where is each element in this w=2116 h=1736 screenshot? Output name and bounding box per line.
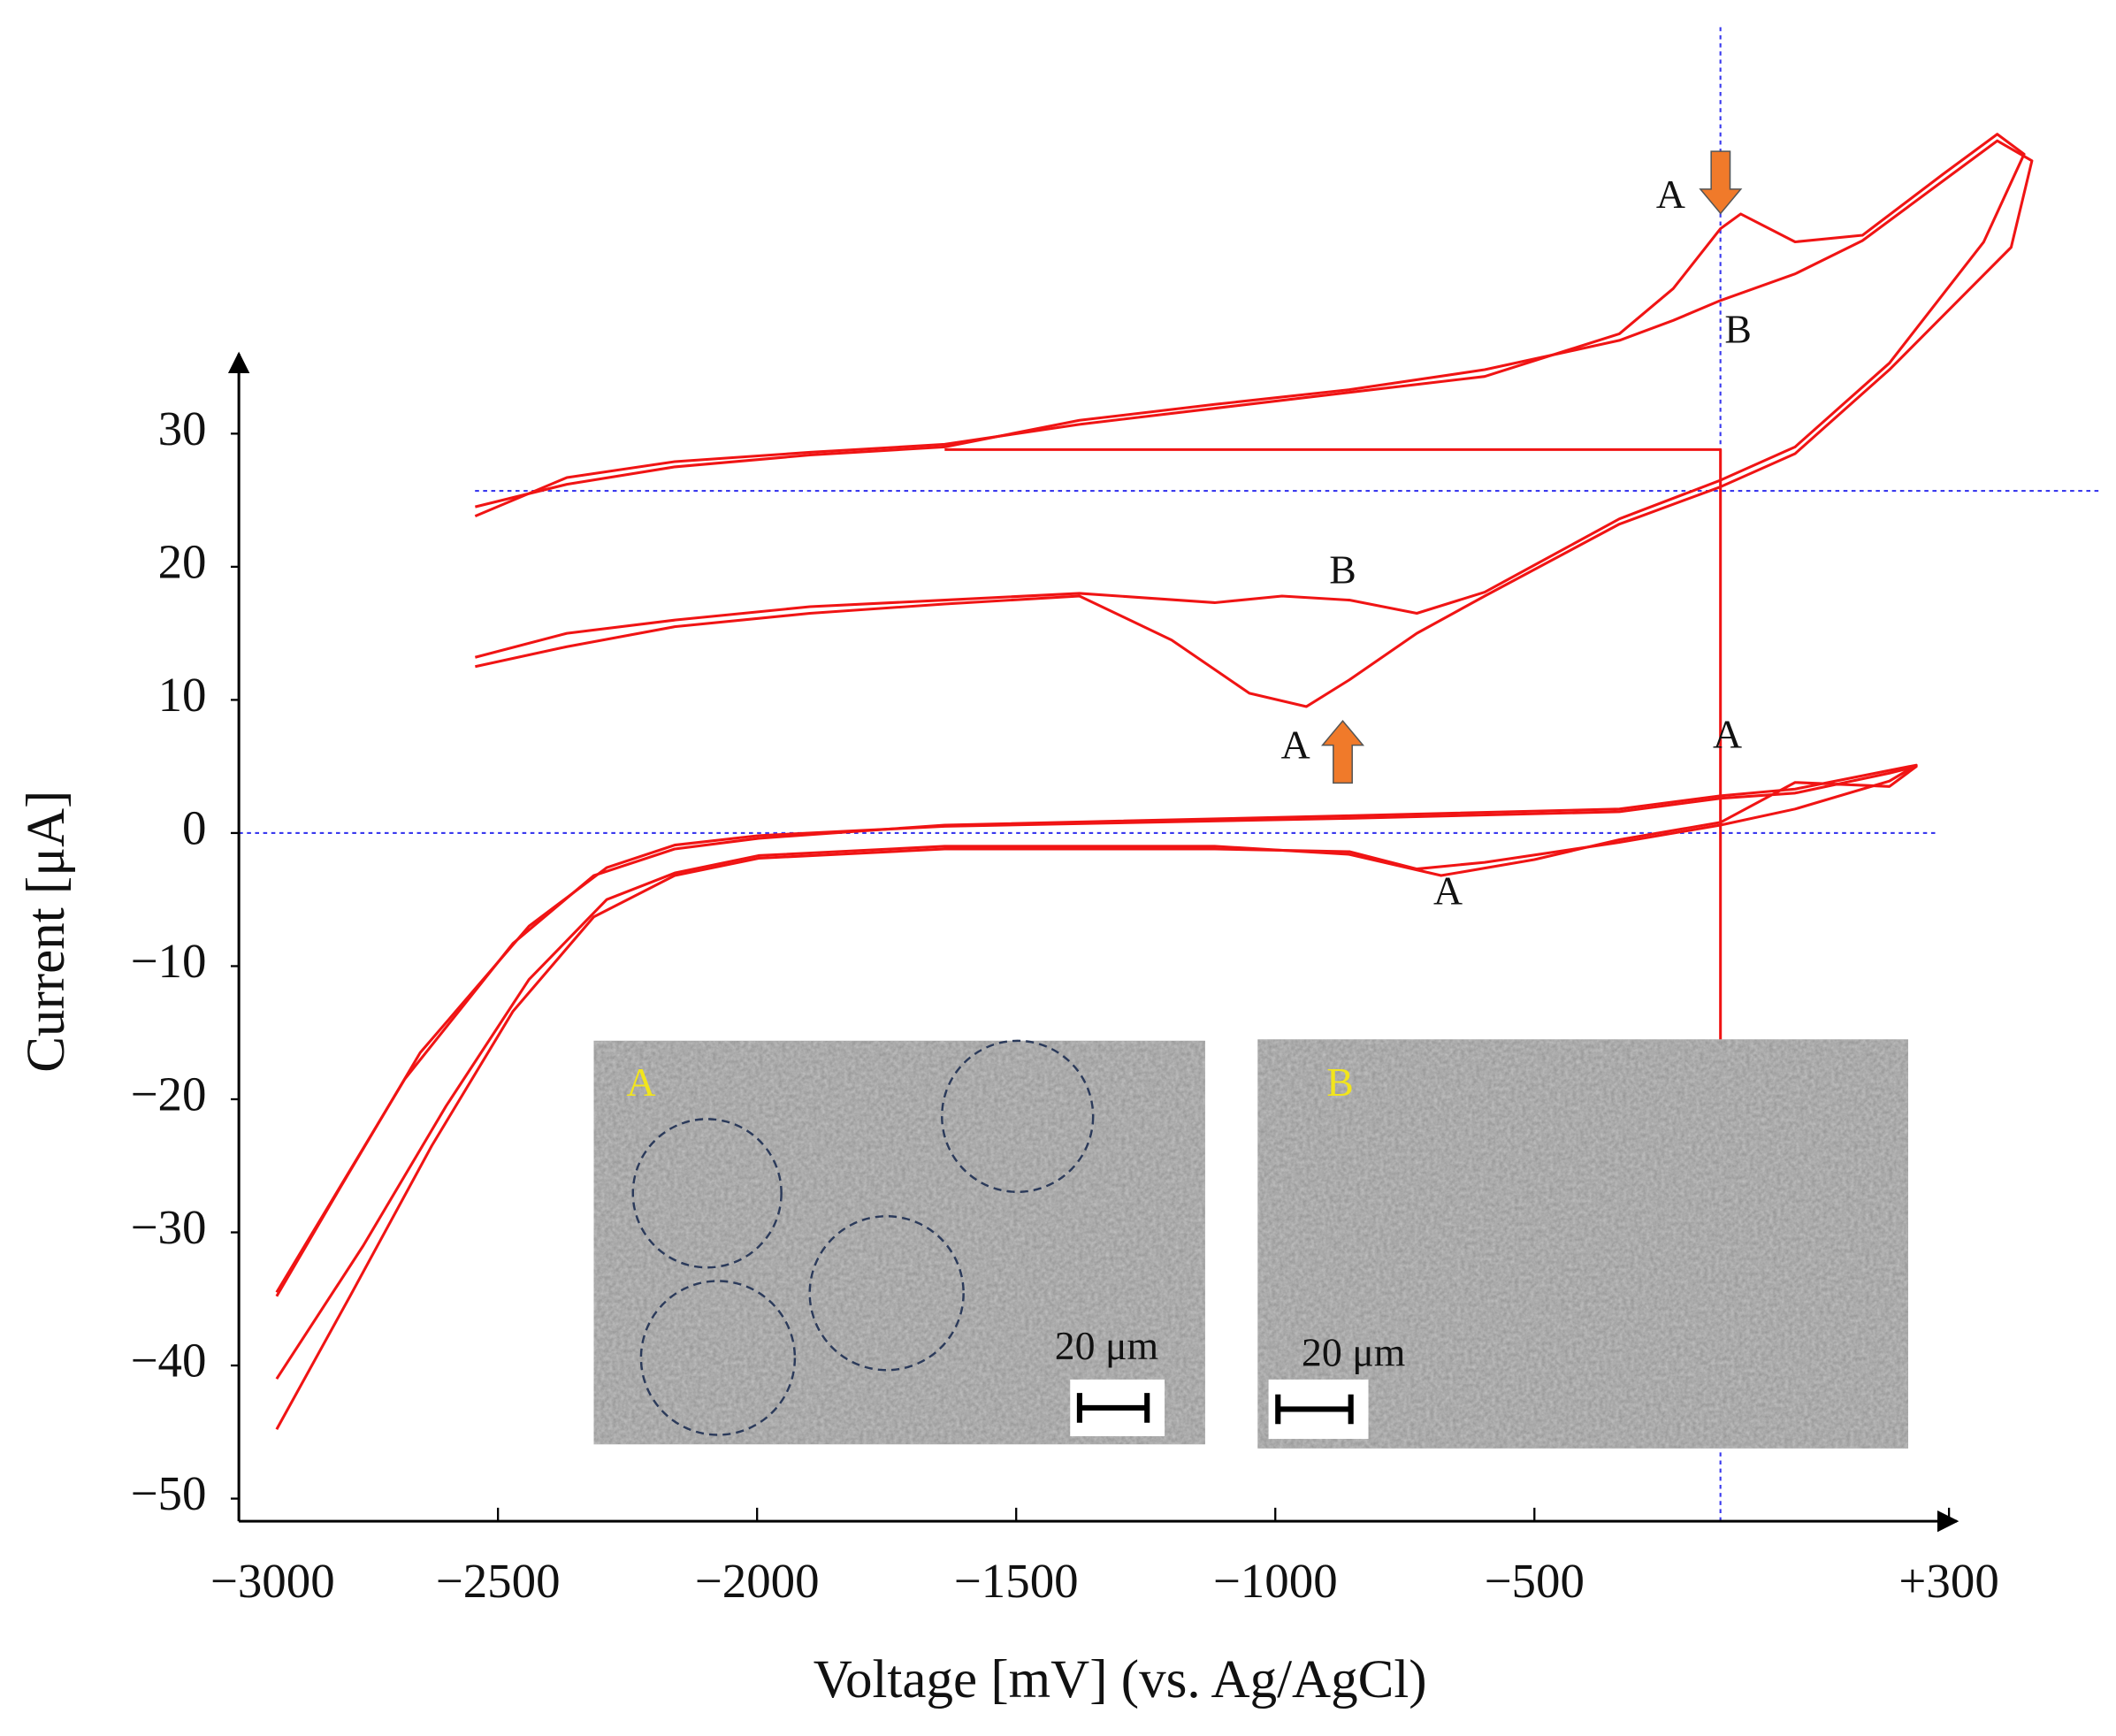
y-tick-label: 10 [158,668,207,722]
x-axis-label: Voltage [mV] (vs. Ag/AgCl) [814,1650,1427,1709]
x-tick-label: −2500 [436,1554,561,1608]
y-tick-label: 20 [158,534,207,588]
peak-label: A [1656,172,1685,217]
arrow-down [1699,150,1743,215]
y-tick-label: −40 [131,1334,207,1388]
inset-b [1257,1039,1908,1449]
y-tick-label: −20 [131,1067,207,1121]
y-axis-label: Current [μA] [17,791,76,1073]
x-tick-label: +300 [1898,1554,1998,1608]
inset-a [593,1039,1205,1445]
peak-label: A [1281,723,1310,768]
x-tick-label: −1500 [954,1554,1079,1608]
y-tick-label: −10 [131,934,207,988]
y-tick-label: −50 [131,1466,207,1520]
scale-bar [1275,1394,1354,1425]
cv-curve [474,133,2026,659]
curves [275,133,2034,1430]
cv-curve [275,763,1918,1430]
inset-label: B [1326,1059,1354,1105]
axes: −3000 −2500 −2000 −1500 −1000 −500 +300 30 20 10 0… [131,351,1999,1608]
cv-curve [474,139,2034,708]
pit-circle [941,1039,1095,1193]
pit-circle [631,1118,783,1269]
peak-label: B [1724,307,1752,352]
pit-circle [639,1280,797,1436]
scale-bar [1076,1393,1150,1423]
peak-label: A [1713,711,1742,756]
x-tick-label: −500 [1485,1554,1585,1608]
arrow-up [1320,719,1365,784]
scale-label: 20 μm [1302,1329,1405,1374]
y-tick-label: 0 [182,801,206,855]
peak-label: A [1433,868,1463,914]
x-tick-label: −3000 [210,1554,335,1608]
x-tick-label: −2000 [695,1554,820,1608]
y-tick-label: −30 [131,1200,207,1254]
cv-curve [944,447,1723,1040]
peak-label: B [1329,547,1356,592]
y-tick-label: 30 [158,401,207,455]
pit-circle [808,1215,965,1372]
inset-label: A [626,1059,655,1105]
inset-texture [593,1040,1205,1445]
cv-curve [275,765,1918,1380]
x-tick-label: −1000 [1213,1554,1338,1608]
scale-label: 20 μm [1055,1323,1158,1368]
